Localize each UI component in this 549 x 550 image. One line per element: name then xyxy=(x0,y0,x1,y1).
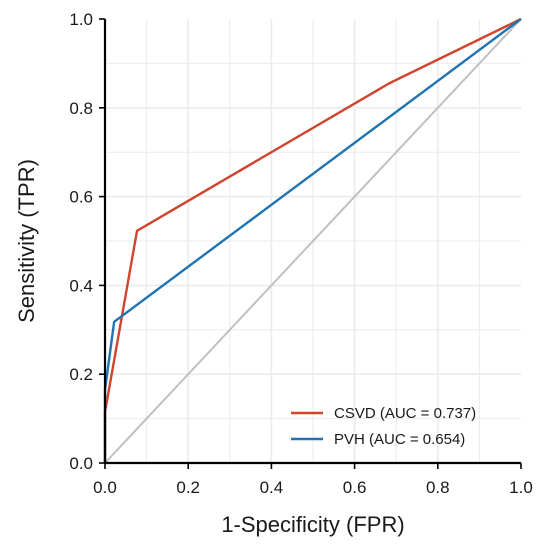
x-tick-label: 0.2 xyxy=(176,478,200,497)
x-axis-title: 1-Specificity (FPR) xyxy=(221,512,404,537)
y-tick-label: 0.2 xyxy=(69,365,93,384)
y-tick-label: 0.6 xyxy=(69,188,93,207)
x-tick-label: 0.0 xyxy=(93,478,117,497)
x-tick-label: 1.0 xyxy=(509,478,533,497)
y-axis-title: Sensitivity (TPR) xyxy=(14,159,39,323)
y-tick-label: 1.0 xyxy=(69,10,93,29)
legend-label-pvh: PVH (AUC = 0.654) xyxy=(334,431,465,448)
x-tick-label: 0.4 xyxy=(260,478,284,497)
legend-label-csvd: CSVD (AUC = 0.737) xyxy=(334,405,476,422)
x-tick-label: 0.8 xyxy=(426,478,450,497)
reference-diagonal-line xyxy=(104,18,522,464)
y-tick-label: 0.4 xyxy=(69,276,93,295)
x-tick-label: 0.6 xyxy=(343,478,367,497)
y-tick-label: 0.8 xyxy=(69,99,93,118)
y-tick-label: 0.0 xyxy=(69,454,93,473)
